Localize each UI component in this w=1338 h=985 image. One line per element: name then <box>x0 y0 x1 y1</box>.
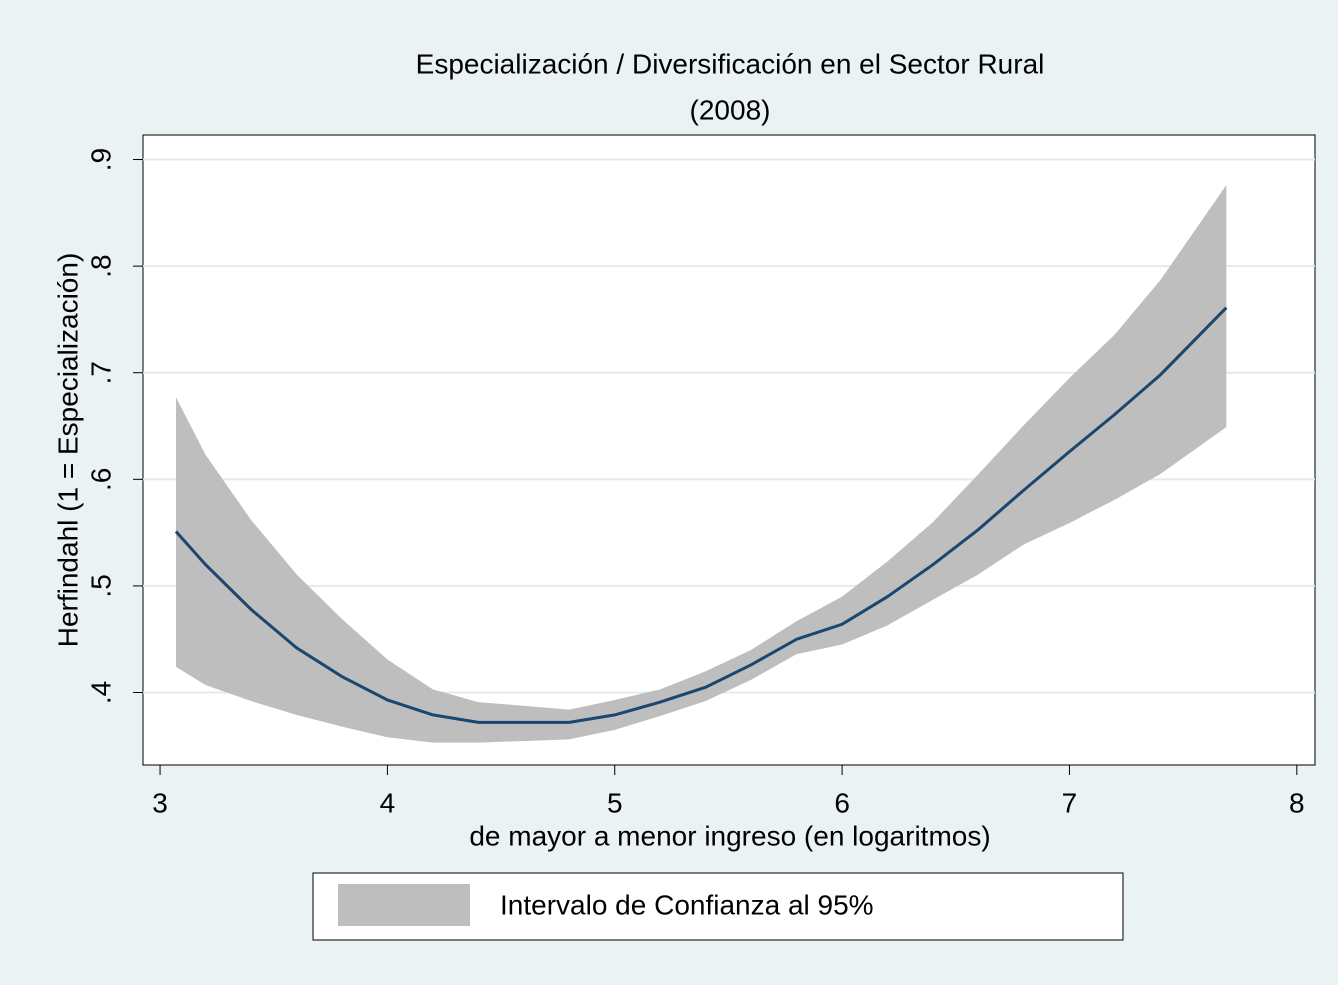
plot-layer <box>143 158 1315 743</box>
legend-label: Intervalo de Confianza al 95% <box>500 889 874 920</box>
y-tick-label: .6 <box>85 468 116 491</box>
x-tick-label: 8 <box>1289 787 1305 818</box>
legend-swatch <box>338 884 470 926</box>
y-tick-label: .4 <box>85 681 116 704</box>
x-tick-label: 7 <box>1062 787 1078 818</box>
y-tick-label: .9 <box>85 148 116 171</box>
y-tick-label: .5 <box>85 574 116 597</box>
x-tick-label: 3 <box>152 787 168 818</box>
y-tick-label: .8 <box>85 254 116 277</box>
chart-subtitle: (2008) <box>690 94 771 125</box>
x-axis-label: de mayor a menor ingreso (en logaritmos) <box>469 820 990 851</box>
y-tick-label: .7 <box>85 361 116 384</box>
confidence-band <box>175 185 1227 743</box>
fit-line <box>174 306 1228 724</box>
chart-title: Especialización / Diversificación en el … <box>416 48 1045 79</box>
y-axis-label: Herfindahl (1 = Especialización) <box>52 253 83 648</box>
x-tick-label: 4 <box>380 787 396 818</box>
x-tick-label: 5 <box>607 787 623 818</box>
x-tick-label: 6 <box>834 787 850 818</box>
